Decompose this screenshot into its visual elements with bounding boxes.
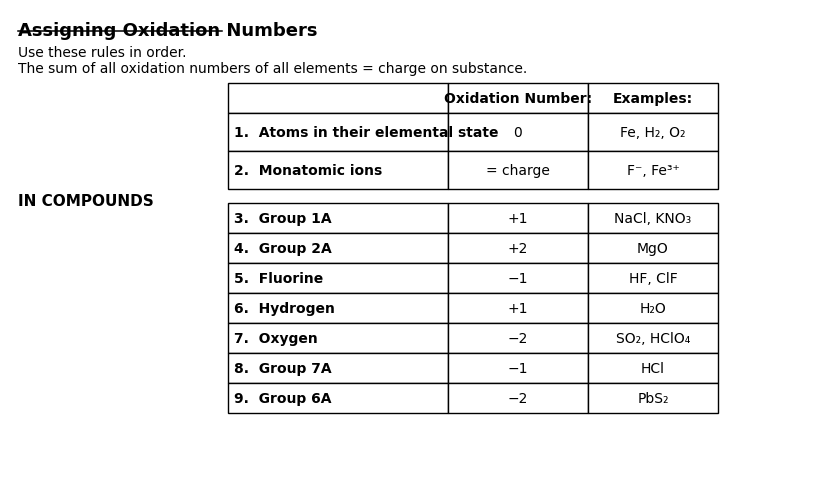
Text: 3.  Group 1A: 3. Group 1A [234, 211, 332, 225]
Text: = charge: = charge [485, 164, 549, 178]
Bar [227, 152, 447, 189]
Bar [587, 84, 717, 114]
Bar [227, 294, 447, 323]
Bar [447, 383, 587, 413]
Text: 8.  Group 7A: 8. Group 7A [234, 361, 332, 375]
Text: NaCl, KNO₃: NaCl, KNO₃ [614, 211, 691, 225]
Bar [587, 203, 717, 233]
Bar [227, 353, 447, 383]
Bar [447, 233, 587, 264]
Bar [447, 294, 587, 323]
Text: 9.  Group 6A: 9. Group 6A [234, 391, 331, 405]
Text: −2: −2 [507, 331, 528, 345]
Text: HCl: HCl [640, 361, 664, 375]
Text: 7.  Oxygen: 7. Oxygen [234, 331, 318, 345]
Bar [227, 114, 447, 152]
Bar [227, 383, 447, 413]
Text: H₂O: H₂O [638, 302, 666, 315]
Bar [447, 323, 587, 353]
Bar [447, 84, 587, 114]
Text: −1: −1 [507, 272, 528, 286]
Text: 6.  Hydrogen: 6. Hydrogen [234, 302, 334, 315]
Text: Examples:: Examples: [612, 92, 692, 106]
Text: 4.  Group 2A: 4. Group 2A [234, 241, 332, 256]
Text: Use these rules in order.: Use these rules in order. [18, 46, 186, 60]
Bar [227, 323, 447, 353]
Bar [447, 353, 587, 383]
Text: Assigning Oxidation Numbers: Assigning Oxidation Numbers [18, 22, 317, 40]
Text: MgO: MgO [636, 241, 668, 256]
Bar [587, 353, 717, 383]
Bar [587, 323, 717, 353]
Text: +1: +1 [507, 211, 528, 225]
Bar [587, 383, 717, 413]
Bar [587, 114, 717, 152]
Bar [447, 114, 587, 152]
Text: +2: +2 [507, 241, 528, 256]
Bar [227, 233, 447, 264]
Text: Oxidation Number:: Oxidation Number: [443, 92, 591, 106]
Bar [447, 203, 587, 233]
Text: +1: +1 [507, 302, 528, 315]
Text: F⁻, Fe³⁺: F⁻, Fe³⁺ [626, 164, 679, 178]
Bar [227, 84, 447, 114]
Bar [227, 203, 447, 233]
Text: 2.  Monatomic ions: 2. Monatomic ions [234, 164, 382, 178]
Text: 5.  Fluorine: 5. Fluorine [234, 272, 323, 286]
Text: HF, ClF: HF, ClF [628, 272, 676, 286]
Text: PbS₂: PbS₂ [637, 391, 668, 405]
Text: IN COMPOUNDS: IN COMPOUNDS [18, 193, 154, 208]
Bar [447, 152, 587, 189]
Text: SO₂, HClO₄: SO₂, HClO₄ [615, 331, 690, 345]
Text: −1: −1 [507, 361, 528, 375]
Text: Fe, H₂, O₂: Fe, H₂, O₂ [619, 126, 685, 140]
Bar [587, 294, 717, 323]
Bar [587, 233, 717, 264]
Text: −2: −2 [507, 391, 528, 405]
Bar [587, 152, 717, 189]
Text: 0: 0 [513, 126, 522, 140]
Text: 1.  Atoms in their elemental state: 1. Atoms in their elemental state [234, 126, 498, 140]
Bar [227, 264, 447, 294]
Text: The sum of all oxidation numbers of all elements = charge on substance.: The sum of all oxidation numbers of all … [18, 62, 527, 76]
Bar [587, 264, 717, 294]
Bar [447, 264, 587, 294]
